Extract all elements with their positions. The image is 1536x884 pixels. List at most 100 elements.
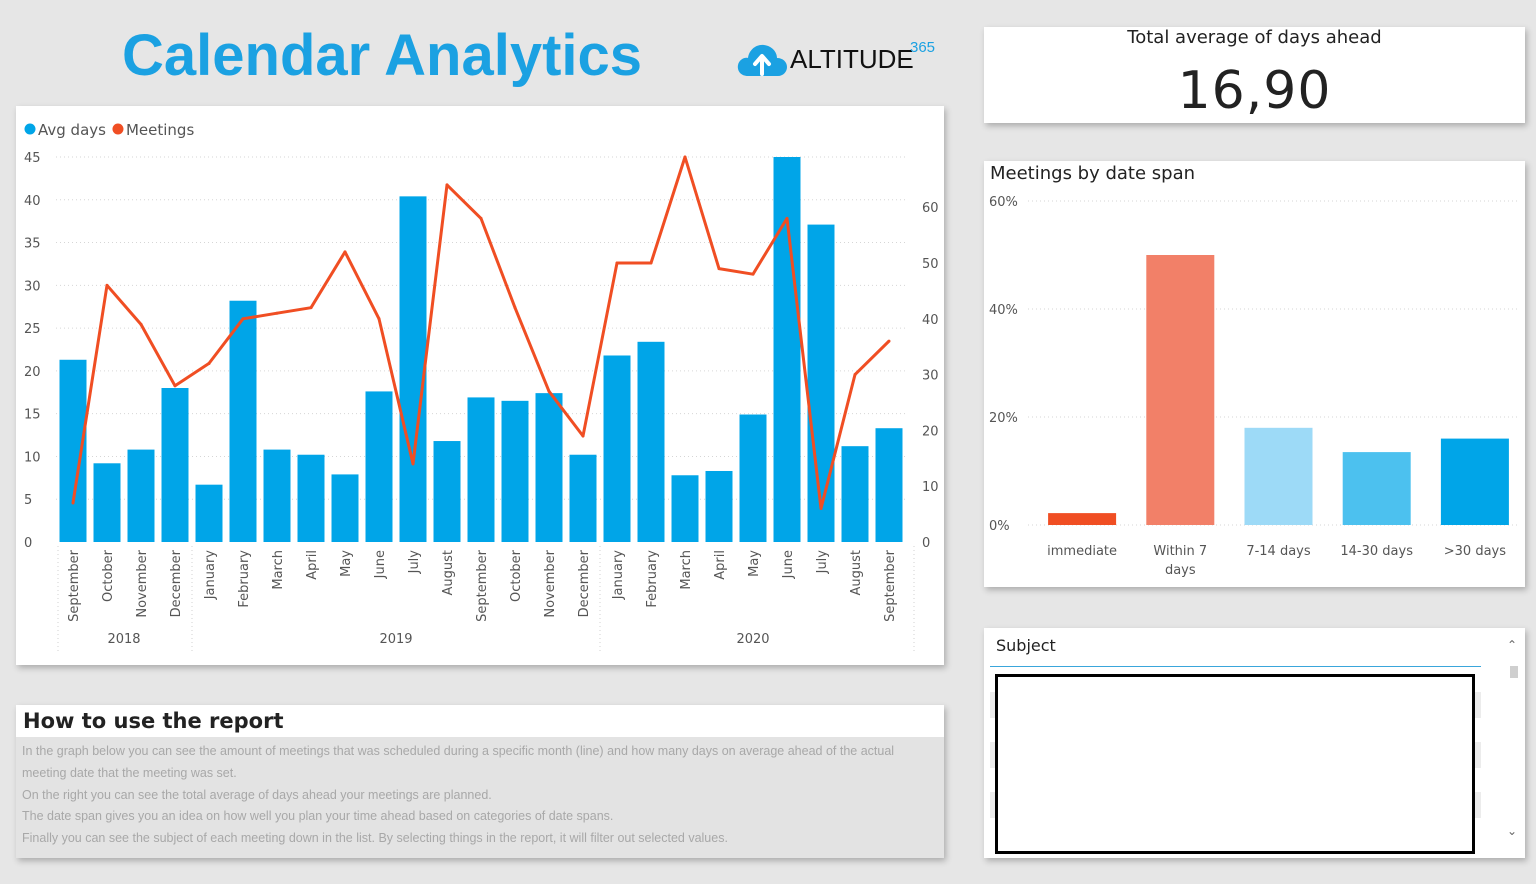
bar-avg-days: [467, 397, 495, 542]
y-tick-label: 60%: [989, 195, 1018, 210]
bar-avg-days: [433, 441, 461, 542]
year-label: 2020: [736, 632, 769, 647]
meetings-point: [207, 361, 211, 365]
meetings-point: [887, 339, 891, 343]
scroll-thumb[interactable]: [1510, 666, 1518, 678]
legend-label: Meetings: [126, 121, 194, 139]
scroll-down-icon[interactable]: ⌄: [1507, 824, 1518, 838]
x-tick-label: August: [849, 550, 864, 596]
bar-avg-days: [739, 414, 767, 542]
bar-date-span: [1440, 438, 1509, 525]
year-label: 2019: [379, 632, 412, 647]
x-tick-label: October: [509, 549, 524, 602]
logo-superscript: 365: [910, 39, 936, 56]
x-tick-label: June: [781, 550, 796, 579]
meetings-point: [275, 311, 279, 315]
meetings-point: [785, 216, 789, 220]
x-tick-label: >30 days: [1444, 544, 1506, 559]
help-line: In the graph below you can see the amoun…: [22, 744, 895, 758]
y-left-tick-label: 20: [24, 365, 41, 380]
meetings-point: [479, 216, 483, 220]
bar-avg-days: [161, 388, 189, 542]
meetings-point: [717, 267, 721, 271]
bar-avg-days: [399, 196, 427, 542]
meetings-point: [343, 250, 347, 254]
kpi-value: 16,90: [1177, 61, 1332, 121]
meetings-point: [853, 373, 857, 377]
x-tick-label: January: [611, 550, 626, 601]
x-tick-label: October: [101, 549, 116, 602]
meetings-point: [683, 155, 687, 159]
meetings-point: [411, 462, 415, 466]
y-tick-label: 20%: [989, 411, 1018, 426]
meetings-point: [445, 183, 449, 187]
subject-table-panel[interactable]: Subject ⌃ ⌄: [984, 628, 1525, 858]
bar-avg-days: [637, 341, 665, 542]
x-tick-label: September: [883, 549, 898, 622]
y-right-tick-label: 50: [922, 257, 939, 272]
meetings-point: [581, 434, 585, 438]
y-right-tick-label: 10: [922, 480, 939, 495]
x-tick-label: May: [339, 550, 354, 577]
bar-avg-days: [229, 300, 257, 542]
date-span-chart-panel[interactable]: 0% 20% 40% 60% immediate Within 7 days 7-14 day…: [984, 161, 1525, 587]
y-right-tick-label: 20: [922, 424, 939, 439]
y-left-tick-label: 30: [24, 279, 41, 294]
x-tick-label: January: [203, 550, 218, 601]
meetings-point: [105, 283, 109, 287]
kpi-card[interactable]: Total average of days ahead 16,90: [984, 27, 1525, 123]
bar-avg-days: [569, 454, 597, 542]
y-right-tick-label: 0: [922, 536, 930, 551]
bar-avg-days: [705, 470, 733, 542]
monthly-chart-panel[interactable]: Avg days Meetings 0 5 10 15 20 25 30 35 40 45 0 10 20 3…: [16, 106, 944, 665]
help-line: meeting date that the meeting was set.: [22, 765, 237, 780]
x-tick-label: April: [305, 550, 320, 580]
monthly-combo-chart[interactable]: Avg days Meetings 0 5 10 15 20 25 30 35 40 45 0 10 20 3…: [16, 106, 944, 665]
x-tick-label: September: [67, 549, 82, 622]
help-text: In the graph below you can see the amoun…: [22, 741, 937, 850]
x-tick-label: November: [135, 549, 150, 617]
x-tick-label: days: [1165, 563, 1196, 578]
legend-marker: [112, 123, 124, 135]
x-tick-label: September: [475, 549, 490, 622]
x-tick-label: March: [271, 550, 286, 590]
y-left-tick-label: 5: [24, 493, 32, 508]
bar-avg-days: [331, 474, 359, 542]
cloud-upload-icon: [737, 44, 787, 76]
x-tick-label: immediate: [1047, 544, 1117, 559]
bar-avg-days: [195, 484, 223, 542]
bar-avg-days: [263, 449, 291, 542]
y-left-tick-label: 10: [24, 450, 41, 465]
subject-column-header[interactable]: Subject: [996, 636, 1056, 655]
bar-avg-days: [875, 428, 903, 542]
date-span-bar-chart[interactable]: 0% 20% 40% 60% immediate Within 7 days 7-14 day…: [984, 161, 1525, 587]
meetings-point: [309, 306, 313, 310]
y-right-tick-label: 40: [922, 313, 939, 328]
help-title-bar: How to use the report: [16, 705, 944, 737]
bar-avg-days: [127, 449, 155, 542]
help-line: The date span gives you an idea on how w…: [22, 809, 614, 824]
meetings-point: [819, 507, 823, 511]
bar-date-span: [1342, 452, 1411, 525]
bar-avg-days: [603, 355, 631, 542]
y-left-tick-label: 0: [24, 536, 32, 551]
y-left-tick-label: 45: [24, 151, 41, 166]
bar-avg-days: [93, 463, 121, 542]
bar-date-span: [1146, 255, 1215, 525]
header-divider: [990, 666, 1481, 667]
meetings-point: [649, 261, 653, 265]
bar-avg-days: [807, 224, 835, 542]
bar-avg-days: [535, 393, 563, 542]
x-tick-label: June: [373, 550, 388, 579]
y-left-tick-label: 40: [24, 194, 41, 209]
help-line: Finally you can see the subject of each …: [22, 831, 728, 846]
y-left-tick-label: 25: [24, 322, 41, 337]
bar-avg-days: [841, 446, 869, 542]
x-tick-label: Within 7: [1153, 544, 1207, 559]
meetings-point: [173, 384, 177, 388]
scroll-up-icon[interactable]: ⌃: [1507, 638, 1518, 652]
x-tick-label: August: [441, 550, 456, 596]
help-panel: How to use the report In the graph below…: [16, 705, 944, 858]
legend-marker: [24, 123, 36, 135]
table-scrollbar[interactable]: ⌃ ⌄: [1507, 638, 1521, 846]
